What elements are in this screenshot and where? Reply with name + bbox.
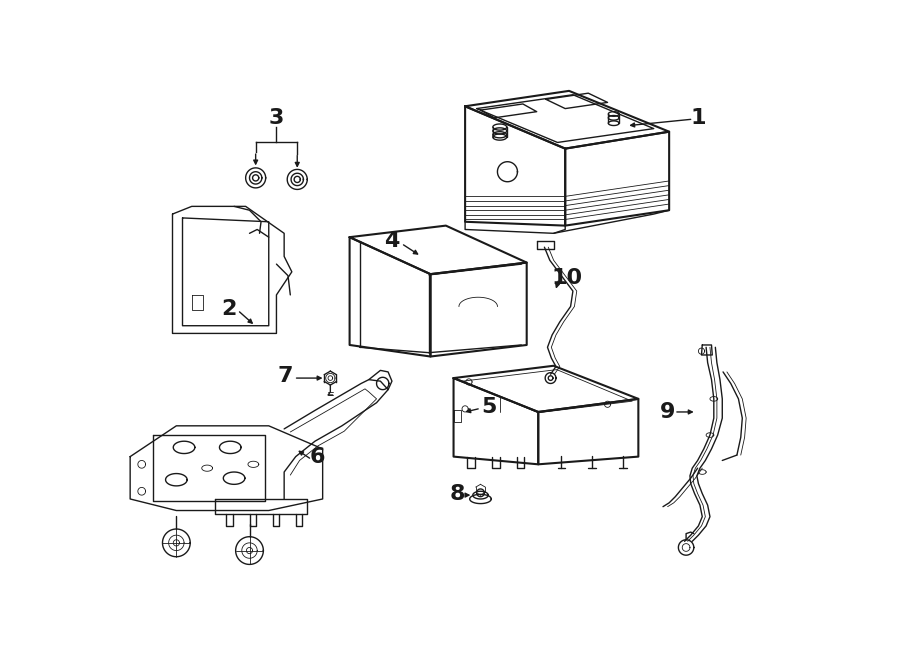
Text: 2: 2	[221, 299, 237, 319]
Text: 1: 1	[690, 108, 707, 128]
Text: 8: 8	[450, 484, 465, 504]
Text: 4: 4	[384, 231, 400, 251]
Text: 10: 10	[551, 268, 582, 288]
Text: 9: 9	[660, 402, 675, 422]
Text: 7: 7	[278, 366, 293, 386]
Text: 6: 6	[310, 447, 325, 467]
Text: 5: 5	[482, 397, 497, 416]
Text: 3: 3	[269, 108, 284, 128]
